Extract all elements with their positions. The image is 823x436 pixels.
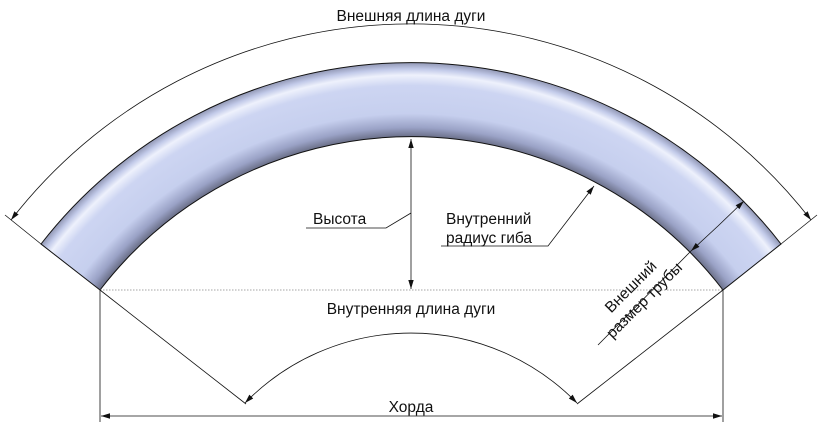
chord-label: Хорда [389, 399, 434, 416]
outer-arc-dimension [4, 23, 818, 245]
outer-arc-length-label: Внешняя длина дуги [337, 8, 486, 25]
outer-pipe-size-dimension [597, 200, 745, 346]
inner-bend-radius-label-line2: радиус гиба [446, 230, 532, 247]
inner-bend-radius-leader [441, 185, 595, 247]
inner-arc-length-label: Внутренняя длина дуги [327, 301, 496, 318]
inner-arc-dimension [99, 289, 724, 405]
height-dimension [306, 139, 414, 289]
pipe-bend [40, 62, 782, 291]
inner-bend-radius-label-line1: Внутренний [446, 211, 531, 228]
height-label: Высота [313, 211, 367, 228]
chord-dimension [99, 290, 724, 422]
